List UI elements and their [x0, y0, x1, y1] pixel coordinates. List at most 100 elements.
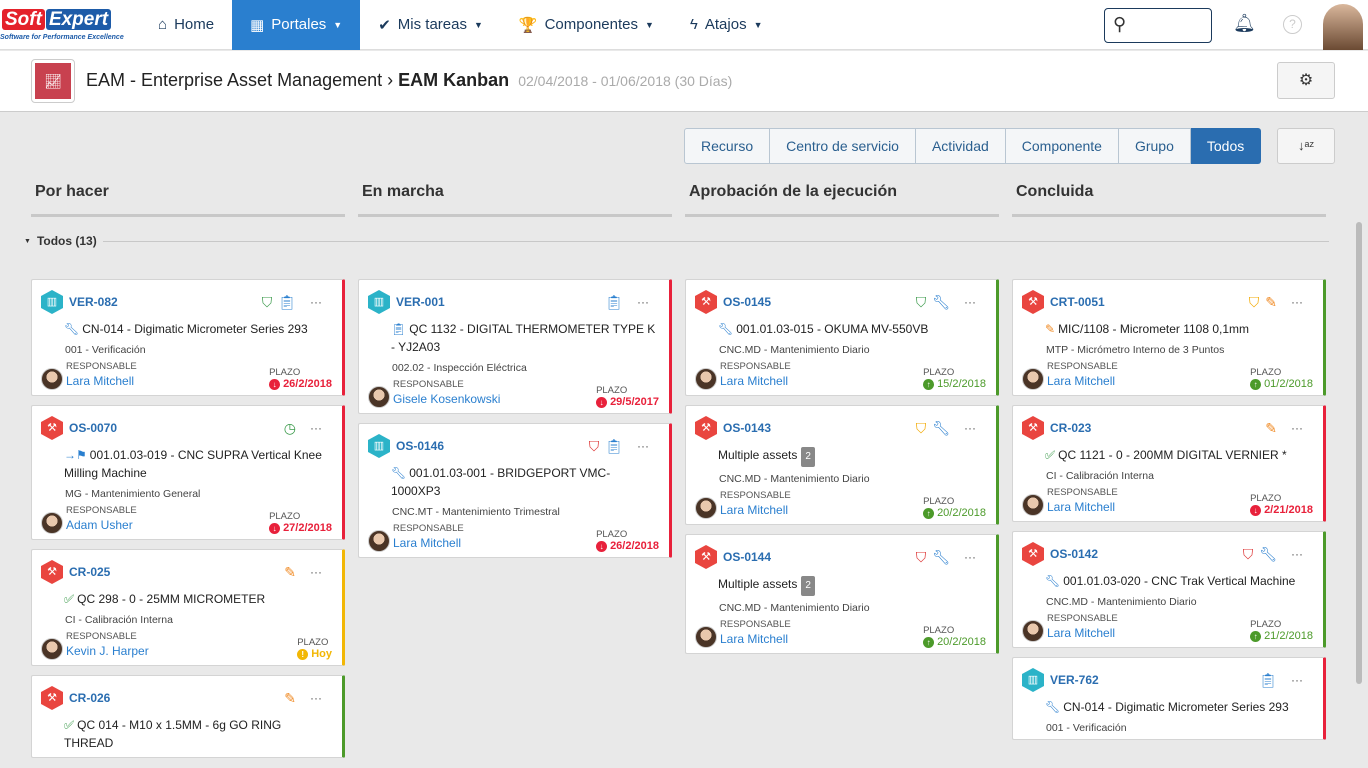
card-title: Multiple assets — [718, 577, 798, 591]
shield-icon[interactable]: ⛉ — [588, 437, 600, 454]
card-id-link[interactable]: OS-0143 — [723, 421, 772, 435]
filter-tab-recurso[interactable]: Recurso — [684, 128, 771, 164]
filter-tab-centro-de-servicio[interactable]: Centro de servicio — [770, 128, 916, 164]
kanban-card[interactable]: ⚒ CRT-0051 ⛉ ✎ ··· ✎ MIC/1108 - Micrometer … — [1012, 279, 1326, 396]
clipboard-icon: 📋︎ — [391, 322, 407, 336]
shield-icon[interactable]: ⛉ — [1242, 545, 1254, 562]
card-id-link[interactable]: VER-082 — [69, 295, 118, 309]
shield-icon[interactable]: ⛉ — [915, 548, 927, 565]
card-id-link[interactable]: OS-0142 — [1050, 547, 1099, 561]
caliper-icon[interactable]: ✎ — [284, 689, 296, 706]
wrench-icon[interactable]: 🔧︎ — [932, 548, 950, 565]
card-id-link[interactable]: CR-025 — [69, 565, 111, 579]
breadcrumb-module[interactable]: EAM - Enterprise Asset Management — [86, 70, 383, 90]
card-id-link[interactable]: VER-001 — [396, 295, 445, 309]
nav-home[interactable]: ⌂ Home — [158, 16, 215, 33]
more-options-icon[interactable]: ··· — [1291, 547, 1303, 561]
card-id-link[interactable]: CRT-0051 — [1050, 295, 1105, 309]
sort-button[interactable]: ↓ᵃᶻ — [1277, 128, 1335, 164]
more-options-icon[interactable]: ··· — [310, 421, 322, 435]
shield-icon[interactable]: ⛉ — [915, 293, 927, 310]
more-options-icon[interactable]: ··· — [310, 565, 322, 579]
kanban-card[interactable]: ⚒ CR-026 ✎ ··· ✅︎ QC 014 - M10 x 1.5MM - 6… — [31, 675, 345, 758]
shield-icon[interactable]: ⛉ — [261, 293, 273, 310]
card-id-link[interactable]: CR-023 — [1050, 421, 1092, 435]
card-id-link[interactable]: OS-0146 — [396, 439, 445, 453]
group-toggle-todos[interactable]: ▼ Todos (13) — [24, 234, 1329, 248]
kanban-card[interactable]: ▥ VER-001 📋︎ ··· 📋︎ QC 1132 - DIGITAL THER… — [358, 279, 672, 414]
wrench-icon[interactable]: 🔧︎ — [1259, 545, 1277, 562]
shield-icon[interactable]: ⛉ — [915, 419, 927, 436]
user-avatar[interactable] — [1323, 4, 1363, 50]
card-id-link[interactable]: OS-0144 — [723, 550, 772, 564]
more-options-icon[interactable]: ··· — [637, 439, 649, 453]
caliper-icon[interactable]: ✎ — [1265, 293, 1277, 310]
more-options-icon[interactable]: ··· — [1291, 295, 1303, 309]
avatar — [695, 368, 717, 390]
responsible-name[interactable]: Kevin J. Harper — [66, 644, 149, 658]
responsible-name[interactable]: Lara Mitchell — [393, 536, 462, 550]
kanban-card[interactable]: ⚒ OS-0142 ⛉ 🔧︎ ··· 🔧︎ 001.01.03-020 - CNC T… — [1012, 531, 1326, 648]
more-options-icon[interactable]: ··· — [637, 295, 649, 309]
shield-icon[interactable]: ⛉ — [1248, 293, 1260, 310]
more-options-icon[interactable]: ··· — [1291, 421, 1303, 435]
filter-tab-grupo[interactable]: Grupo — [1118, 128, 1191, 164]
settings-button[interactable]: ⚙ — [1277, 62, 1335, 99]
due-date: 21/2/2018 — [1264, 630, 1313, 642]
kanban-card[interactable]: ⚒ OS-0145 ⛉ 🔧︎ ··· 🔧︎ 001.01.03-015 - OKUMA… — [685, 279, 999, 396]
kanban-card[interactable]: ▥ VER-762 📋︎ ··· 🔧︎ CN-014 - Digimatic Mic… — [1012, 657, 1326, 740]
filter-tab-actividad[interactable]: Actividad — [915, 128, 1006, 164]
responsible-name[interactable]: Lara Mitchell — [720, 632, 789, 646]
help-icon[interactable]: ? — [1283, 15, 1302, 34]
scrollbar[interactable] — [1356, 222, 1362, 684]
arrow-up-circle-icon: ↑ — [923, 636, 935, 648]
more-options-icon[interactable]: ··· — [964, 550, 976, 564]
softexpert-logo[interactable]: Soft Expert Software for Performance Exce… — [0, 8, 124, 41]
more-options-icon[interactable]: ··· — [964, 295, 976, 309]
clipboard-icon[interactable]: 📋︎ — [605, 437, 623, 454]
more-options-icon[interactable]: ··· — [310, 691, 322, 705]
kanban-card[interactable]: ⚒ OS-0143 ⛉ 🔧︎ ··· Multiple assets 2 CNC.MD … — [685, 405, 999, 525]
search-input[interactable]: ⚲ — [1104, 8, 1212, 43]
nav-portales[interactable]: ▦ Portales ▼ — [232, 0, 361, 50]
nav-mis-tareas[interactable]: ✔ Mis tareas ▼ — [378, 16, 483, 34]
wrench-icon[interactable]: 🔧︎ — [932, 293, 950, 310]
card-title: QC 014 - M10 x 1.5MM - 6g GO RING THREAD — [64, 718, 282, 750]
nav-componentes[interactable]: 🏆 Componentes ▼ — [518, 16, 654, 34]
more-options-icon[interactable]: ··· — [1291, 673, 1303, 687]
card-id-link[interactable]: CR-026 — [69, 691, 111, 705]
responsible-name[interactable]: Adam Usher — [66, 518, 133, 532]
card-id-link[interactable]: OS-0070 — [69, 421, 118, 435]
caliper-icon[interactable]: ✎ — [1265, 419, 1277, 436]
more-options-icon[interactable]: ··· — [964, 421, 976, 435]
filter-tab-todos[interactable]: Todos — [1190, 128, 1262, 164]
kanban-card[interactable]: ⚒ CR-025 ✎ ··· ✅︎ QC 298 - 0 - 25MM MICROM… — [31, 549, 345, 666]
more-options-icon[interactable]: ··· — [310, 295, 322, 309]
caliper-icon[interactable]: ✎ — [284, 563, 296, 580]
page-title: EAM Kanban — [398, 70, 510, 90]
kanban-card[interactable]: ⚒ OS-0144 ⛉ 🔧︎ ··· Multiple assets 2 CNC.MD … — [685, 534, 999, 654]
clipboard-icon[interactable]: 📋︎ — [1259, 671, 1277, 688]
card-id-link[interactable]: OS-0145 — [723, 295, 772, 309]
kanban-card[interactable]: ⚒ CR-023 ✎ ··· ✅︎ QC 1121 - 0 - 200MM DIGI… — [1012, 405, 1326, 522]
clipboard-icon[interactable]: 📋︎ — [278, 293, 296, 310]
filter-tab-componente[interactable]: Componente — [1005, 128, 1119, 164]
responsible-name[interactable]: Lara Mitchell — [720, 503, 789, 517]
responsible-name[interactable]: Lara Mitchell — [66, 374, 135, 388]
nav-atajos[interactable]: ϟ Atajos ▼ — [689, 16, 763, 33]
kanban-card[interactable]: ▥ OS-0146 ⛉ 📋︎ ··· 🔧︎ 001.01.03-001 - BRIDG… — [358, 423, 672, 558]
kanban-card[interactable]: ▥ VER-082 ⛉ 📋︎ ··· 🔧︎ CN-014 - Digimatic Mi… — [31, 279, 345, 396]
clipboard-icon[interactable]: 📋︎ — [605, 293, 623, 310]
responsible-name[interactable]: Lara Mitchell — [1047, 500, 1116, 514]
responsible-name[interactable]: Lara Mitchell — [720, 374, 789, 388]
responsible-name[interactable]: Lara Mitchell — [1047, 626, 1116, 640]
card-activity: 001 - Verificación — [1046, 722, 1127, 734]
wrench-icon[interactable]: 🔧︎ — [932, 419, 950, 436]
card-id-link[interactable]: VER-762 — [1050, 673, 1099, 687]
avatar — [1022, 368, 1044, 390]
responsible-name[interactable]: Lara Mitchell — [1047, 374, 1116, 388]
clock-icon[interactable]: ◷ — [283, 419, 296, 436]
notifications-bell-icon[interactable]: 🔔︎ — [1233, 13, 1256, 33]
responsible-name[interactable]: Gisele Kosenkowski — [393, 392, 501, 406]
kanban-card[interactable]: ⚒ OS-0070 ◷ ··· →⚑ 001.01.03-019 - CNC SUP… — [31, 405, 345, 540]
